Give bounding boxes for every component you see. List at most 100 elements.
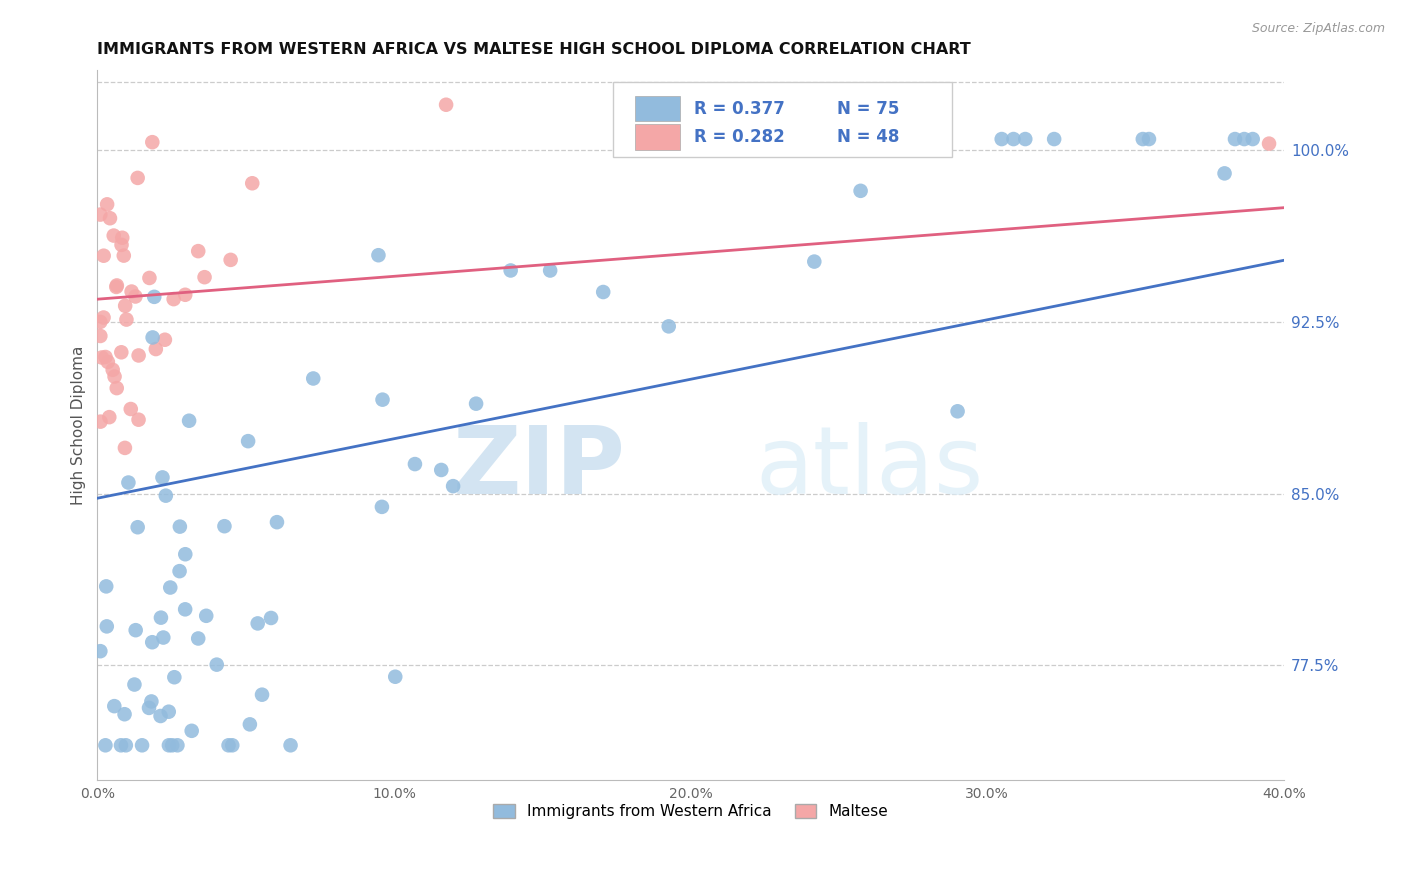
Point [89,208,111,222]
Point [152,631,174,645]
Point [302,371,325,385]
Point [141,135,163,149]
FancyBboxPatch shape [636,96,681,121]
Point [367,248,389,262]
Legend: Immigrants from Western Africa, Maltese: Immigrants from Western Africa, Maltese [488,797,894,825]
Point [1233,132,1256,146]
Point [114,739,136,753]
Point [990,132,1012,146]
Point [166,739,188,753]
Point [910,132,932,146]
Point [187,632,209,646]
Point [141,694,163,708]
Point [280,739,302,753]
Point [236,434,259,449]
Point [89,644,111,658]
Point [96,579,118,593]
Point [803,254,825,268]
Point [430,463,453,477]
Point [124,289,146,303]
Point [1002,132,1025,146]
Point [125,623,148,637]
Point [89,415,111,429]
Point [1014,132,1036,146]
FancyBboxPatch shape [613,82,952,157]
Point [117,475,139,490]
Point [260,611,283,625]
Text: atlas: atlas [756,422,984,514]
Point [103,699,125,714]
Point [1213,166,1236,180]
Point [371,392,394,407]
Point [105,278,128,293]
Point [187,244,209,259]
Point [163,670,186,684]
Point [239,717,262,731]
Point [441,479,464,493]
Point [96,197,118,211]
Point [138,701,160,715]
Point [169,564,191,578]
Point [384,670,406,684]
Point [250,688,273,702]
Point [1241,132,1264,146]
Point [149,610,172,624]
Point [434,97,457,112]
Text: Source: ZipAtlas.com: Source: ZipAtlas.com [1251,22,1385,36]
Point [89,315,111,329]
Point [219,252,242,267]
Point [465,397,488,411]
Point [145,342,167,356]
Point [93,310,115,325]
Point [98,410,121,425]
Point [658,319,681,334]
Point [155,489,177,503]
Point [195,608,218,623]
Point [1132,132,1154,146]
Point [152,470,174,484]
Point [163,292,186,306]
Text: IMMIGRANTS FROM WESTERN AFRICA VS MALTESE HIGH SCHOOL DIPLOMA CORRELATION CHART: IMMIGRANTS FROM WESTERN AFRICA VS MALTES… [97,42,972,57]
Point [110,739,132,753]
Point [97,355,120,369]
FancyBboxPatch shape [636,124,681,150]
Point [138,271,160,285]
Point [101,363,124,377]
Point [169,519,191,533]
Point [221,739,243,753]
Text: N = 48: N = 48 [837,128,898,146]
Point [160,739,183,753]
Point [404,457,426,471]
Point [1137,132,1160,146]
Text: N = 75: N = 75 [837,100,898,118]
Text: R = 0.282: R = 0.282 [695,128,785,146]
Point [149,709,172,723]
Y-axis label: High School Diploma: High School Diploma [72,345,86,505]
Point [114,707,136,722]
Point [1223,132,1246,146]
Point [114,441,136,455]
Point [128,413,150,427]
Point [658,132,681,146]
Point [157,705,180,719]
Point [111,231,134,245]
Point [174,602,197,616]
Point [124,677,146,691]
Point [112,249,135,263]
Point [159,581,181,595]
Point [1043,132,1066,146]
Point [142,330,165,344]
Point [218,739,240,753]
Point [266,515,288,529]
Point [110,345,132,359]
Point [849,184,872,198]
Point [93,249,115,263]
Point [127,170,149,185]
Point [120,402,142,417]
Point [110,238,132,252]
Point [193,270,215,285]
Point [90,351,112,365]
Text: R = 0.377: R = 0.377 [695,100,785,118]
Point [174,547,197,561]
Point [121,285,143,299]
